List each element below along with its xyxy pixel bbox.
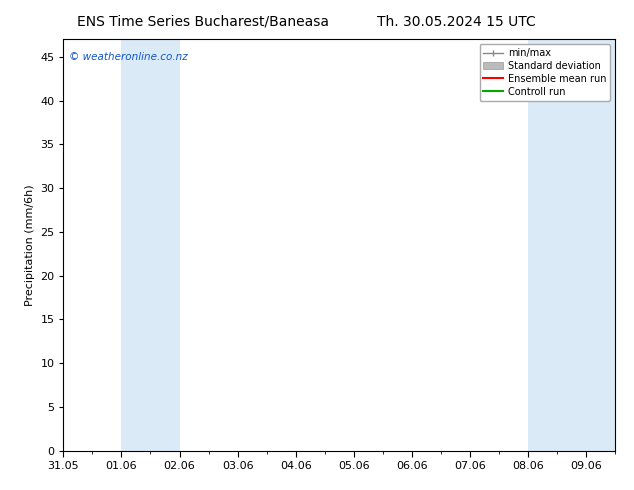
Text: © weatheronline.co.nz: © weatheronline.co.nz — [69, 51, 188, 62]
Y-axis label: Precipitation (mm/6h): Precipitation (mm/6h) — [25, 184, 35, 306]
Text: ENS Time Series Bucharest/Baneasa: ENS Time Series Bucharest/Baneasa — [77, 15, 329, 29]
Bar — [122, 39, 179, 451]
Bar — [528, 39, 586, 451]
Bar — [586, 39, 615, 451]
Text: Th. 30.05.2024 15 UTC: Th. 30.05.2024 15 UTC — [377, 15, 536, 29]
Legend: min/max, Standard deviation, Ensemble mean run, Controll run: min/max, Standard deviation, Ensemble me… — [479, 44, 610, 100]
